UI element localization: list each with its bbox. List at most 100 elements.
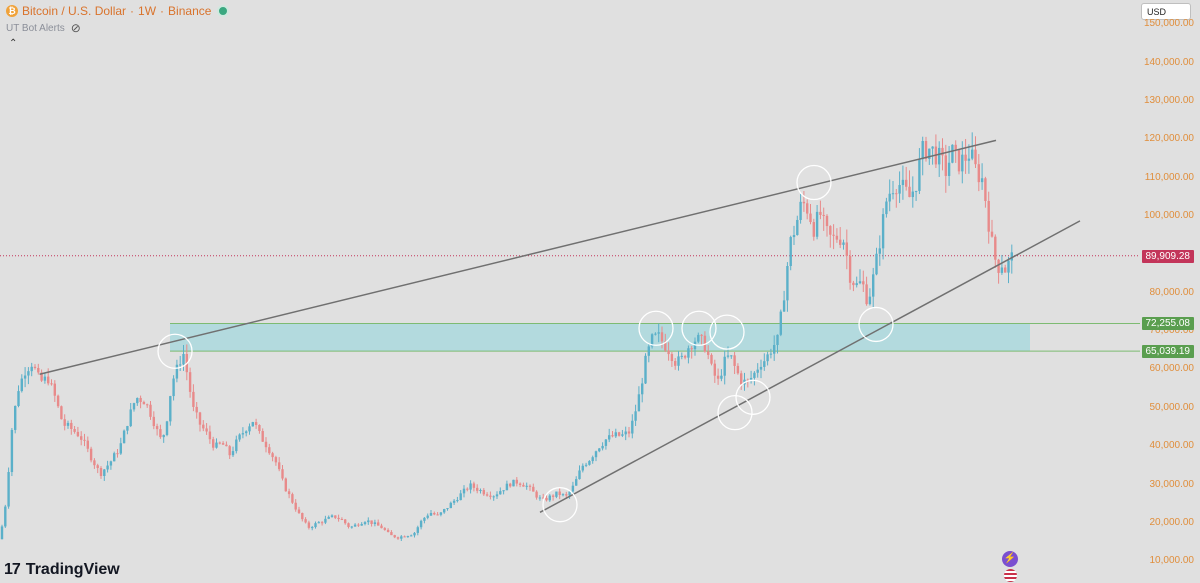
tradingview-logo[interactable]: 17 TradingView — [4, 561, 120, 579]
candle-body — [881, 214, 885, 249]
candle-body — [63, 419, 66, 426]
candle-body — [825, 215, 829, 227]
candle-body — [792, 234, 796, 238]
us-flag-icon[interactable] — [1004, 569, 1017, 582]
candle-body — [89, 448, 93, 461]
candle-body — [974, 149, 977, 165]
candle-body — [419, 520, 423, 528]
candle-body — [195, 406, 198, 413]
candle-body — [287, 491, 291, 495]
candle-body — [809, 213, 812, 223]
candle-body — [314, 523, 317, 528]
candle-body — [829, 226, 832, 235]
candle-body — [548, 495, 551, 501]
price-tick-label: 110,000.00 — [1144, 171, 1194, 183]
candle-body — [337, 517, 340, 520]
candle-body — [0, 526, 4, 540]
candle-body — [476, 487, 479, 491]
candle-body — [169, 396, 172, 422]
candle-body — [782, 300, 786, 312]
candle-body — [14, 406, 17, 430]
candle-body — [753, 372, 756, 378]
candle-body — [393, 535, 396, 538]
candle-body — [815, 211, 819, 237]
candle-body — [83, 439, 86, 441]
candle-body — [261, 431, 264, 442]
candle-body — [670, 354, 674, 362]
candle-body — [647, 346, 650, 356]
candle-body — [116, 453, 119, 455]
candle-body — [964, 154, 967, 161]
candle-body — [4, 506, 7, 527]
candle-body — [80, 436, 83, 440]
candle-body — [1004, 267, 1007, 273]
candle-body — [495, 494, 499, 497]
candle-body — [413, 532, 416, 536]
candle-body — [248, 426, 251, 432]
candle-body — [660, 332, 664, 342]
market-open-icon — [217, 5, 230, 17]
candle-body — [951, 144, 954, 163]
candle-body — [997, 259, 1000, 273]
candle-body — [977, 164, 980, 183]
candle-body — [43, 376, 47, 381]
candle-body — [862, 281, 865, 285]
candle-body — [621, 434, 624, 436]
candle-body — [730, 355, 733, 357]
candle-body — [73, 429, 76, 432]
candle-body — [723, 356, 726, 376]
candle-body — [231, 451, 235, 456]
candle-body — [225, 444, 228, 447]
candle-body — [304, 519, 307, 523]
candle-body — [70, 422, 73, 430]
collapse-chevron-icon[interactable]: ⌃ — [9, 38, 18, 49]
flash-icon[interactable]: ⚡ — [1002, 551, 1018, 567]
candle-body — [340, 519, 344, 521]
candle-body — [103, 469, 106, 476]
candle-body — [710, 354, 713, 364]
candle-body — [918, 159, 921, 191]
symbol-title: Bitcoin / U.S. Dollar — [22, 4, 127, 18]
candle-body — [845, 242, 848, 256]
candle-body — [472, 483, 476, 488]
candle-body — [538, 497, 542, 499]
indicator-legend[interactable]: UT Bot Alerts ⊘ — [6, 21, 81, 35]
price-tick-label: 150,000.00 — [1143, 18, 1194, 30]
upper-trendline[interactable] — [39, 139, 997, 376]
candle-body — [852, 282, 855, 286]
eye-hidden-icon[interactable]: ⊘ — [70, 21, 81, 35]
candle-body — [10, 429, 14, 473]
candle-body — [221, 443, 225, 445]
candle-body — [558, 491, 561, 495]
candle-body — [492, 496, 495, 498]
candle-body — [987, 200, 990, 232]
candle-body — [779, 311, 782, 335]
candle-body — [901, 179, 905, 186]
candle-body — [888, 193, 891, 202]
candle-body — [307, 522, 311, 528]
candle-body — [489, 495, 492, 497]
candle-body — [509, 483, 512, 487]
candle-body — [868, 296, 872, 305]
interval-label[interactable]: 1W — [138, 4, 157, 18]
candle-body — [311, 527, 314, 529]
touch-circle — [717, 394, 753, 431]
candle-body — [334, 515, 337, 518]
candle-body — [159, 429, 162, 438]
price-tick-label: 40,000.00 — [1149, 440, 1195, 452]
candle-body — [878, 248, 881, 254]
candle-body — [360, 524, 363, 526]
supply-demand-zone — [170, 323, 1030, 352]
candle-body — [499, 491, 502, 495]
candle-body — [410, 535, 413, 537]
symbol-header[interactable]: ₿ Bitcoin / U.S. Dollar · 1W · Binance — [6, 4, 230, 18]
candle-body — [994, 236, 997, 260]
currency-selector[interactable]: USD — [1141, 3, 1191, 20]
candle-body — [905, 179, 908, 187]
lower-trendline[interactable] — [539, 220, 1081, 514]
candle-body — [320, 522, 324, 524]
indicator-label: UT Bot Alerts — [6, 22, 65, 34]
candle-body — [627, 431, 631, 434]
candle-body — [400, 536, 403, 539]
